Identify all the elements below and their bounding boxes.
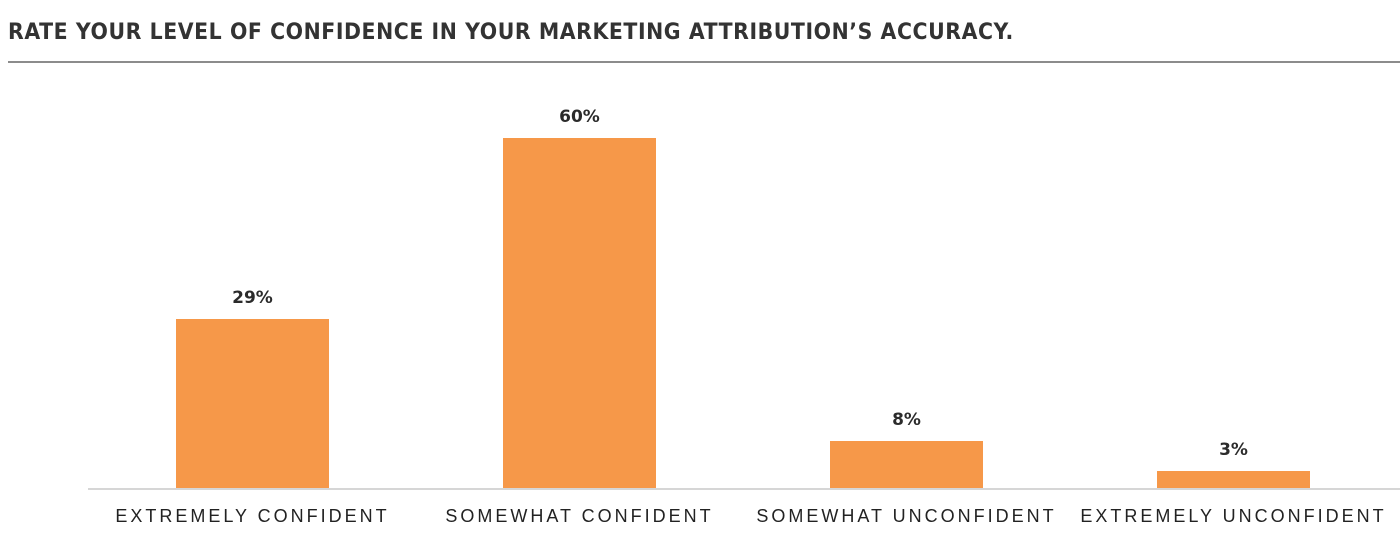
bar-extremely-confident <box>176 318 329 488</box>
value-label-extremely-unconfident: 3% <box>1219 439 1248 460</box>
category-label-somewhat-confident: SOMEWHAT CONFIDENT <box>445 506 714 526</box>
bar-extremely-unconfident <box>1157 470 1310 488</box>
category-label-extremely-confident: EXTREMELY CONFIDENT <box>115 506 390 526</box>
category-label-somewhat-unconfident: SOMEWHAT UNCONFIDENT <box>756 506 1057 526</box>
bar-somewhat-unconfident <box>830 441 983 488</box>
bar-somewhat-confident <box>503 138 656 488</box>
value-label-somewhat-unconfident: 8% <box>892 410 921 431</box>
x-axis-line <box>88 488 1400 490</box>
value-label-extremely-confident: 29% <box>232 287 273 308</box>
category-label-extremely-unconfident: EXTREMELY UNCONFIDENT <box>1080 506 1387 526</box>
value-label-somewhat-confident: 60% <box>559 107 600 127</box>
title-divider <box>8 61 1400 63</box>
chart-title: RATE YOUR LEVEL OF CONFIDENCE IN YOUR MA… <box>8 20 1014 45</box>
